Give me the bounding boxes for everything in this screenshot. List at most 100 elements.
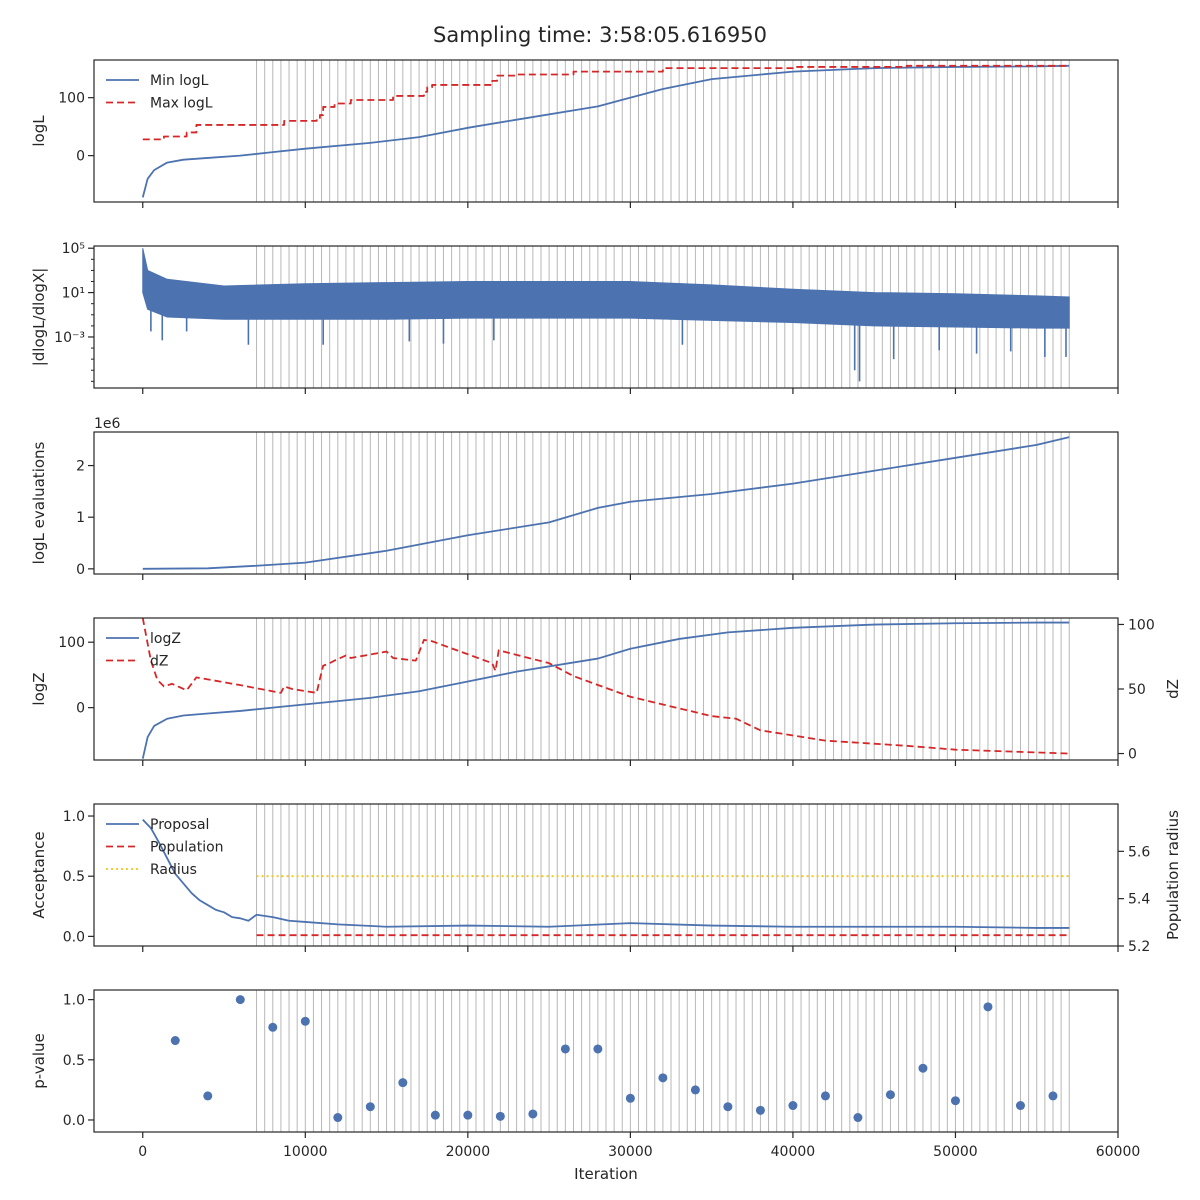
y-multiplier: 1e6 bbox=[94, 416, 121, 432]
y-right-tick-label: 0 bbox=[1128, 747, 1137, 763]
y-right-tick-label: 50 bbox=[1128, 682, 1146, 698]
plot-area bbox=[142, 246, 1070, 388]
pvalue-point bbox=[853, 1113, 863, 1123]
y-axis-label: |dlogL/dlogX| bbox=[30, 268, 48, 367]
x-tick-label: 30000 bbox=[608, 1144, 653, 1160]
y-axis-label: logL bbox=[30, 115, 48, 147]
pvalue-point bbox=[755, 1105, 765, 1115]
pvalue-point bbox=[300, 1016, 310, 1026]
pvalue-point bbox=[170, 1036, 180, 1046]
y-right-tick-label: 100 bbox=[1128, 617, 1155, 633]
panel-logz: 0 100 0 50 100 logZ dZ logZ dZ bbox=[30, 617, 1182, 766]
legend: Proposal Population Radius bbox=[106, 817, 224, 878]
legend-label: dZ bbox=[150, 654, 168, 670]
y-tick-label: 2 bbox=[76, 459, 85, 475]
legend-label: Population bbox=[150, 840, 224, 856]
pvalue-point bbox=[658, 1073, 668, 1083]
y-right-axis-label: dZ bbox=[1164, 679, 1182, 699]
logz-line bbox=[141, 621, 1070, 759]
proposal-line bbox=[142, 819, 1070, 929]
figure-title: Sampling time: 3:58:05.616950 bbox=[433, 23, 767, 47]
dz-line bbox=[141, 618, 1070, 755]
panel-acceptance: 0.0 0.5 1.0 5.2 5.4 5.6 Acceptance Population r… bbox=[30, 803, 1182, 955]
x-axis-label: Iteration bbox=[574, 1165, 638, 1183]
y-tick-label: 1.0 bbox=[63, 993, 85, 1009]
min-logl-line bbox=[141, 64, 1070, 198]
pvalue-point bbox=[950, 1096, 960, 1106]
y-tick-label: 10⁻³ bbox=[54, 330, 85, 346]
legend: Min logL Max logL bbox=[106, 73, 213, 112]
x-tick-label: 50000 bbox=[933, 1144, 978, 1160]
y-axis-label: Acceptance bbox=[30, 831, 48, 918]
pvalue-point bbox=[430, 1110, 440, 1120]
y-tick-label: 0.0 bbox=[63, 929, 85, 945]
pvalue-point bbox=[528, 1109, 538, 1119]
pvalue-point bbox=[690, 1085, 700, 1095]
y-tick-label: 0 bbox=[76, 149, 85, 165]
x-tick-label: 60000 bbox=[1096, 1144, 1141, 1160]
y-tick-label: 0 bbox=[76, 701, 85, 717]
pvalue-point bbox=[365, 1102, 375, 1112]
pvalue-point bbox=[593, 1044, 603, 1054]
y-right-tick-label: 5.4 bbox=[1128, 892, 1150, 908]
y-right-axis-label: Population radius bbox=[1164, 810, 1182, 940]
y-right-tick-label: 5.6 bbox=[1128, 844, 1150, 860]
axes-frame bbox=[93, 431, 1119, 575]
axes-frame bbox=[93, 989, 1119, 1133]
y-axis-label: p-value bbox=[30, 1033, 48, 1089]
pvalue-point bbox=[333, 1113, 343, 1123]
y-tick-label: 10⁵ bbox=[62, 241, 85, 257]
pvalue-point bbox=[918, 1063, 928, 1073]
pvalue-point bbox=[1015, 1101, 1025, 1111]
panel-dlogl: 10⁵ 10¹ 10⁻³ |dlogL/dlogX| bbox=[30, 241, 1119, 394]
pvalue-point bbox=[268, 1022, 278, 1032]
y-tick-label: 10¹ bbox=[62, 286, 85, 302]
y-tick-label: 100 bbox=[58, 635, 85, 651]
plot-area bbox=[142, 432, 1070, 574]
y-axis-label: logL evaluations bbox=[30, 441, 48, 564]
legend-label: Proposal bbox=[150, 817, 209, 833]
y-right-tick-label: 5.2 bbox=[1128, 939, 1150, 955]
plot-area bbox=[142, 804, 1070, 946]
pvalue-point bbox=[495, 1111, 505, 1121]
y-tick-label: 100 bbox=[58, 91, 85, 107]
pvalue-point bbox=[463, 1110, 473, 1120]
legend: logZ dZ bbox=[106, 631, 181, 670]
pvalue-point bbox=[723, 1102, 733, 1112]
legend-label: Max logL bbox=[150, 96, 213, 112]
x-tick-label: 40000 bbox=[771, 1144, 816, 1160]
x-tick-label: 10000 bbox=[283, 1144, 328, 1160]
max-logl-line bbox=[142, 64, 1070, 141]
axes-frame bbox=[93, 59, 1119, 203]
axes-frame bbox=[93, 803, 1119, 947]
evals-line bbox=[142, 436, 1070, 570]
y-tick-label: 1 bbox=[76, 510, 85, 526]
y-tick-label: 1.0 bbox=[63, 809, 85, 825]
pvalue-point bbox=[885, 1090, 895, 1100]
x-tick-label: 0 bbox=[138, 1144, 147, 1160]
pvalue-point bbox=[788, 1101, 798, 1111]
panel-pvalue: 0 10000 20000 30000 40000 50000 60000 0.0 0.5 1.0… bbox=[30, 989, 1141, 1160]
pvalue-point bbox=[398, 1078, 408, 1088]
plot-area bbox=[141, 618, 1070, 760]
axes-frame bbox=[93, 245, 1119, 389]
y-tick-label: 0 bbox=[76, 562, 85, 578]
panel-logl: 0 100 logL Min logL Max logL bbox=[30, 59, 1119, 208]
y-tick-label: 0.0 bbox=[63, 1113, 85, 1129]
x-tick-label: 20000 bbox=[446, 1144, 491, 1160]
pvalue-point bbox=[1048, 1091, 1058, 1101]
y-tick-label: 0.5 bbox=[63, 869, 85, 885]
legend-label: Min logL bbox=[150, 73, 209, 89]
y-axis-label: logZ bbox=[30, 672, 48, 705]
legend-label: logZ bbox=[150, 631, 181, 647]
panel-evals: 0 1 2 1e6 logL evaluations bbox=[30, 416, 1119, 580]
y-tick-label: 0.5 bbox=[63, 1053, 85, 1069]
legend-label: Radius bbox=[150, 862, 197, 878]
plot-area bbox=[141, 60, 1070, 202]
pvalue-point bbox=[983, 1002, 993, 1012]
pvalue-point bbox=[625, 1093, 635, 1103]
gradient-series-band bbox=[142, 248, 1070, 329]
pvalue-point bbox=[203, 1091, 213, 1101]
plot-area bbox=[170, 990, 1070, 1132]
